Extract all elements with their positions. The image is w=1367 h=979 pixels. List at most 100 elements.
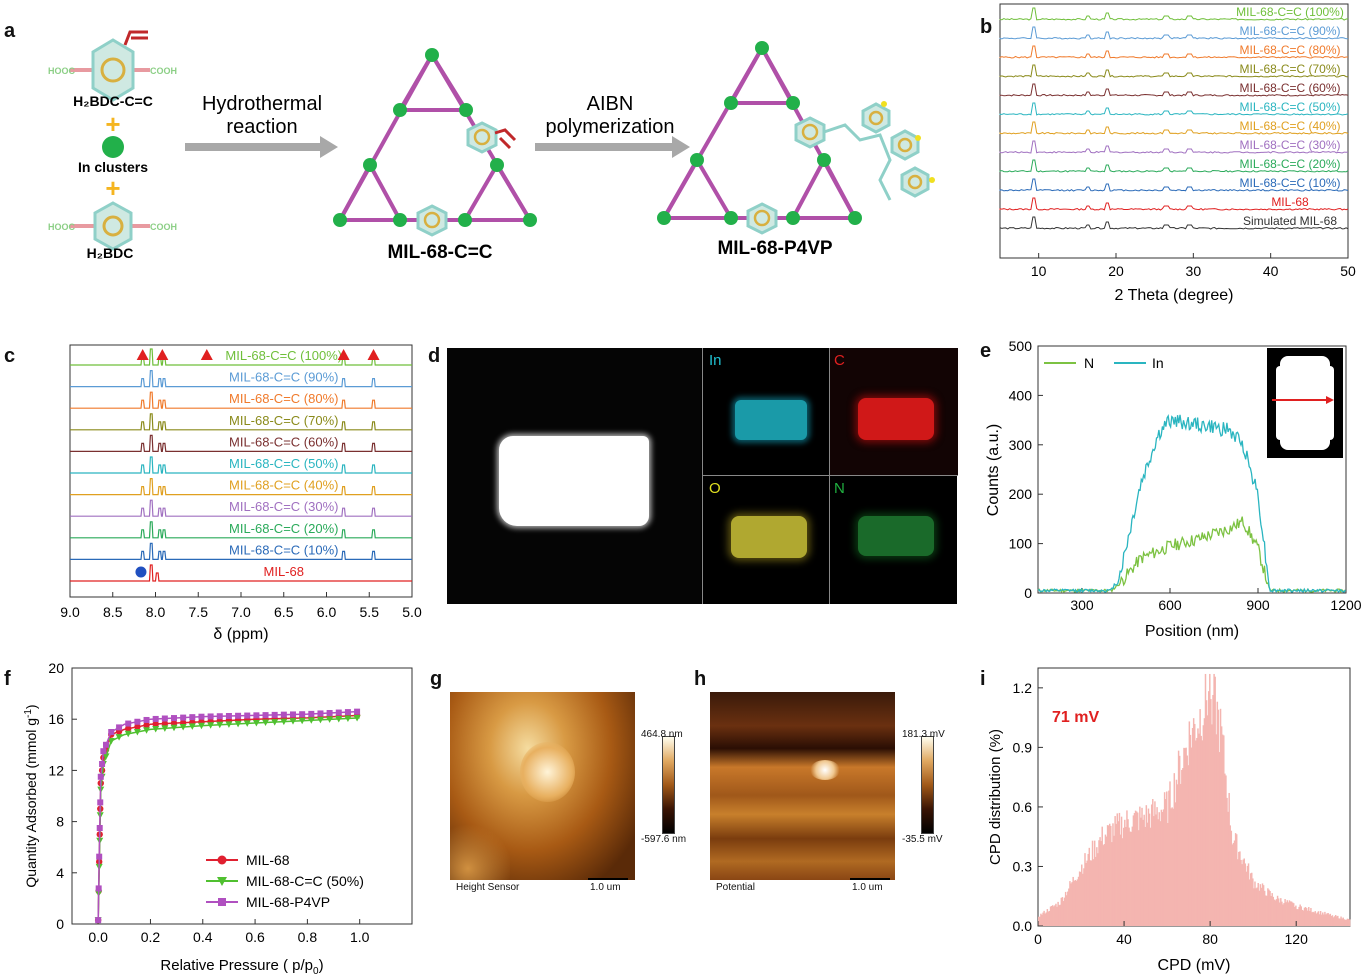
cpd-bar [1340,916,1342,926]
framework-mil68-cc: MIL-68-C=C [333,48,537,263]
isotherm-point-p4vp [299,711,306,718]
cpd-bar [1191,727,1194,926]
cpd-bar [1076,879,1079,926]
in-cluster-icon [102,136,124,158]
isotherm-ytick-label: 16 [48,711,64,727]
isotherm-point-mil68 [125,725,132,732]
cpd-bar [1091,840,1094,926]
clusters-label: In clusters [78,159,148,175]
cpd-bar [1291,902,1294,926]
cpd-bar [1148,813,1151,926]
cpd-bar [1136,812,1139,926]
cpd-bar [1050,905,1053,926]
isotherm-point-p4vp [95,917,102,924]
cpd-bar [1314,911,1316,926]
cpd-bar [1229,825,1231,926]
cooh-label-bottom: COOH [150,222,177,232]
nmr-series-label: MIL-68-C=C (10%) [229,542,338,557]
isotherm-point-mil68cc [326,716,334,723]
eds-map-in-signal [735,400,807,440]
isotherm-point-mil68cc [188,723,196,730]
vinyl-peak-marker [200,349,213,360]
cpd-bar [1187,765,1190,926]
step1-line1: Hydrothermal [202,93,322,115]
cpd-bar [1153,816,1155,926]
cpd-bar [1068,888,1070,926]
xrd-series-line [999,45,1348,59]
hooc-label-bottom: HOOC [48,222,76,232]
cpd-bar [1064,891,1067,926]
eds-map-n-signal [858,516,934,556]
cpd-bar [1270,895,1272,926]
cpd-bar [1313,912,1315,926]
isotherm-point-p4vp [354,708,361,715]
cpd-bar [1182,768,1184,926]
cpd-bar [1072,876,1074,926]
cpd-bar [1256,887,1258,926]
cpd-bar [1246,865,1249,926]
isotherm-point-mil68 [152,720,159,728]
cpd-bar [1265,895,1267,926]
xrd-frame [999,3,1349,259]
cpd-bar [1071,882,1073,926]
cpd-bar [1150,804,1153,926]
cpd-bar [1097,853,1099,926]
isotherm-point-mil68cc [152,726,160,733]
cpd-bar [1173,773,1176,926]
cpd-bar [1211,724,1213,926]
cpd-bar [1278,902,1281,926]
cpd-bar [1147,808,1150,926]
isotherm-xtick-label: 1.0 [350,929,370,945]
cpd-bar [1130,831,1132,926]
cpd-bar [1184,748,1186,926]
nmr-series-label: MIL-68-C=C (90%) [229,370,338,385]
cpd-bar [1342,917,1344,926]
xrd-xtick-label: 10 [1031,263,1047,279]
nmr-series-line [70,521,412,539]
nmr-series-line [70,478,412,496]
cpd-bar [1048,910,1051,926]
isotherm-point-p4vp [134,718,141,725]
cpd-bar [1113,835,1115,926]
isotherm-point-mil68cc [298,717,306,725]
cpd-bar [1044,913,1046,926]
cpd-bar [1345,919,1348,926]
cpd-bar [1271,893,1273,926]
cpd-bar [1284,899,1286,926]
cpd-bar [1218,752,1221,926]
cpd-bar [1110,825,1112,926]
isotherm-point-p4vp [125,720,132,727]
cpd-bar [1164,799,1167,926]
cpd-xtick-label: 80 [1202,931,1218,947]
linescan-series-line [1037,516,1346,594]
cpd-bar [1326,913,1328,926]
cpd-bar [1315,913,1318,926]
afm-height-cmin: -597.6 nm [641,834,687,845]
nmr-series-line [70,542,412,560]
cpd-bar [1102,845,1105,926]
cpd-bar [1302,910,1305,926]
isotherm-point-mil68cc [225,721,233,728]
nmr-series-line [70,370,412,388]
cpd-bar [1069,881,1071,926]
cpd-bar [1093,840,1096,926]
step1-line2: reaction [226,116,297,138]
cpd-bar [1045,912,1048,926]
cpd-ytick-label: 0.6 [1013,799,1033,815]
cpd-bar [1224,773,1226,926]
cpd-bar [1180,783,1182,926]
cpd-bar [1176,784,1179,926]
cpd-bar [1274,900,1277,926]
cpd-bar [1324,911,1326,926]
cpd-bar [1038,916,1040,926]
cpd-bar [1305,908,1308,926]
isotherm-xtick-label: 0.8 [298,929,318,945]
kpfm-caption: Potential [716,882,755,893]
isotherm-point-mil68cc [271,719,279,726]
cpd-bar [1344,919,1347,926]
kpfm-cmin: -35.5 mV [902,834,943,845]
isotherm-point-p4vp [108,729,115,735]
cpd-bar [1144,826,1146,926]
xrd-series-line [999,159,1349,173]
cpd-bar [1200,735,1202,926]
